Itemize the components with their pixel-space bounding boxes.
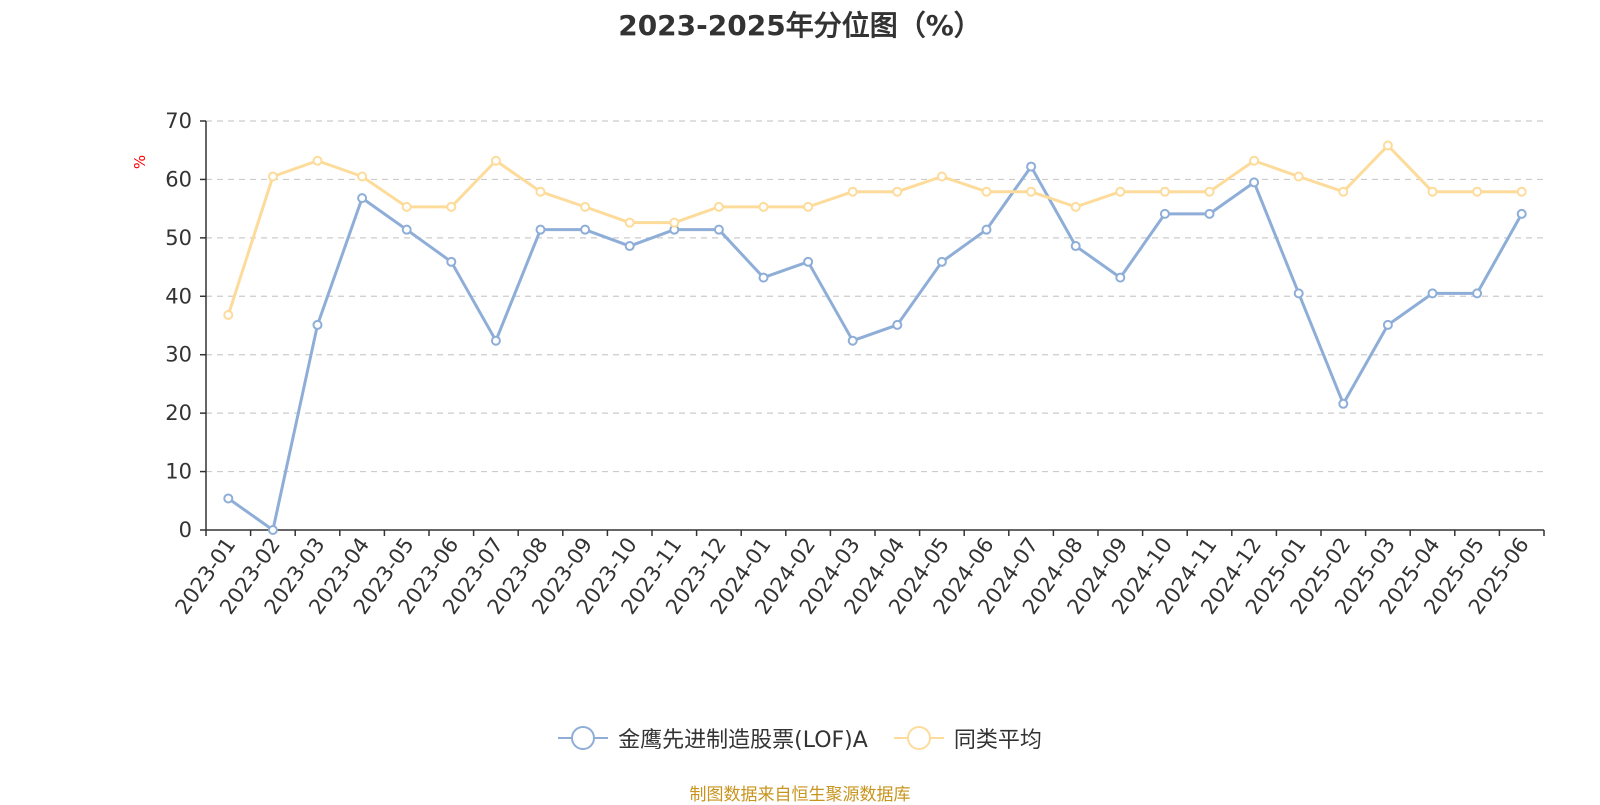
series-lines (223, 140, 1527, 535)
data-point-fund[interactable] (357, 193, 368, 204)
data-point-peer-average[interactable] (446, 201, 457, 212)
data-point-peer-average[interactable] (490, 155, 501, 166)
data-point-peer-average[interactable] (847, 186, 858, 197)
chart-title: 2023-2025年分位图（%） (618, 9, 982, 42)
data-point-fund[interactable] (223, 493, 234, 504)
data-point-fund[interactable] (1382, 319, 1393, 330)
legend-swatch-peer-average (893, 726, 944, 750)
data-point-fund[interactable] (892, 319, 903, 330)
y-tick-label: 70 (165, 109, 192, 133)
y-axis-label: % (131, 155, 149, 169)
data-point-peer-average[interactable] (1115, 186, 1126, 197)
data-point-peer-average[interactable] (803, 201, 814, 212)
data-point-peer-average[interactable] (1249, 155, 1260, 166)
data-point-fund[interactable] (758, 272, 769, 283)
y-tick-label: 40 (165, 284, 192, 308)
data-point-peer-average[interactable] (535, 186, 546, 197)
grid-lines (206, 120, 1544, 473)
data-point-peer-average[interactable] (312, 155, 323, 166)
data-point-peer-average[interactable] (624, 217, 635, 228)
data-point-peer-average[interactable] (267, 171, 278, 182)
data-point-fund[interactable] (1472, 288, 1483, 299)
data-point-peer-average[interactable] (223, 309, 234, 320)
series-line-peer-average (226, 144, 1522, 316)
data-point-fund[interactable] (1293, 288, 1304, 299)
legend-swatch-fund (558, 726, 609, 750)
data-point-peer-average[interactable] (1338, 186, 1349, 197)
data-point-fund[interactable] (624, 241, 635, 252)
data-point-fund[interactable] (936, 256, 947, 267)
data-point-peer-average[interactable] (892, 186, 903, 197)
data-point-fund[interactable] (1338, 398, 1349, 409)
data-source-note: 制图数据来自恒生聚源数据库 (689, 785, 911, 805)
data-point-peer-average[interactable] (401, 201, 412, 212)
data-point-fund[interactable] (1026, 161, 1037, 172)
data-point-fund[interactable] (1427, 288, 1438, 299)
y-tick-label: 20 (165, 401, 192, 425)
data-point-peer-average[interactable] (357, 171, 368, 182)
data-point-fund[interactable] (446, 256, 457, 267)
data-point-peer-average[interactable] (669, 217, 680, 228)
data-point-fund[interactable] (580, 224, 591, 235)
data-point-fund[interactable] (535, 224, 546, 235)
data-point-fund[interactable] (1115, 272, 1126, 283)
data-point-peer-average[interactable] (1026, 186, 1037, 197)
legend-item-fund[interactable]: 金鹰先进制造股票(LOF)A (558, 722, 868, 754)
series-line-fund (227, 165, 1524, 532)
data-point-peer-average[interactable] (1070, 201, 1081, 212)
y-tick-label: 10 (165, 460, 192, 484)
data-point-peer-average[interactable] (1472, 186, 1483, 197)
data-point-fund[interactable] (803, 256, 814, 267)
data-point-peer-average[interactable] (580, 201, 591, 212)
data-point-peer-average[interactable] (936, 171, 947, 182)
y-tick-label: 0 (179, 518, 192, 542)
data-point-peer-average[interactable] (1293, 171, 1304, 182)
data-point-peer-average[interactable] (981, 186, 992, 197)
data-point-fund[interactable] (401, 224, 412, 235)
data-point-peer-average[interactable] (1382, 140, 1393, 151)
data-point-fund[interactable] (713, 224, 724, 235)
data-point-fund[interactable] (1070, 241, 1081, 252)
y-tick-label: 50 (165, 226, 192, 250)
legend: 金鹰先进制造股票(LOF)A 同类平均 (0, 722, 1600, 754)
data-point-peer-average[interactable] (1204, 186, 1215, 197)
data-point-peer-average[interactable] (758, 201, 769, 212)
legend-item-peer-average[interactable]: 同类平均 (893, 722, 1042, 754)
data-point-fund[interactable] (1249, 177, 1260, 188)
data-point-fund[interactable] (1516, 208, 1527, 219)
data-point-fund[interactable] (312, 319, 323, 330)
data-point-fund[interactable] (490, 335, 501, 346)
data-point-peer-average[interactable] (1159, 186, 1170, 197)
y-tick-label: 30 (165, 343, 192, 367)
data-point-peer-average[interactable] (1427, 186, 1438, 197)
data-point-fund[interactable] (267, 525, 278, 535)
data-point-peer-average[interactable] (713, 201, 724, 212)
data-point-fund[interactable] (1204, 208, 1215, 219)
legend-label-fund: 金鹰先进制造股票(LOF)A (618, 728, 868, 753)
data-point-fund[interactable] (1159, 208, 1170, 219)
y-tick-label: 60 (165, 167, 192, 191)
data-point-peer-average[interactable] (1516, 186, 1527, 197)
data-point-fund[interactable] (847, 335, 858, 346)
axes: 0102030405060702023-012023-022023-032023… (165, 109, 1545, 619)
legend-label-peer-average: 同类平均 (953, 728, 1042, 753)
data-point-fund[interactable] (981, 224, 992, 235)
